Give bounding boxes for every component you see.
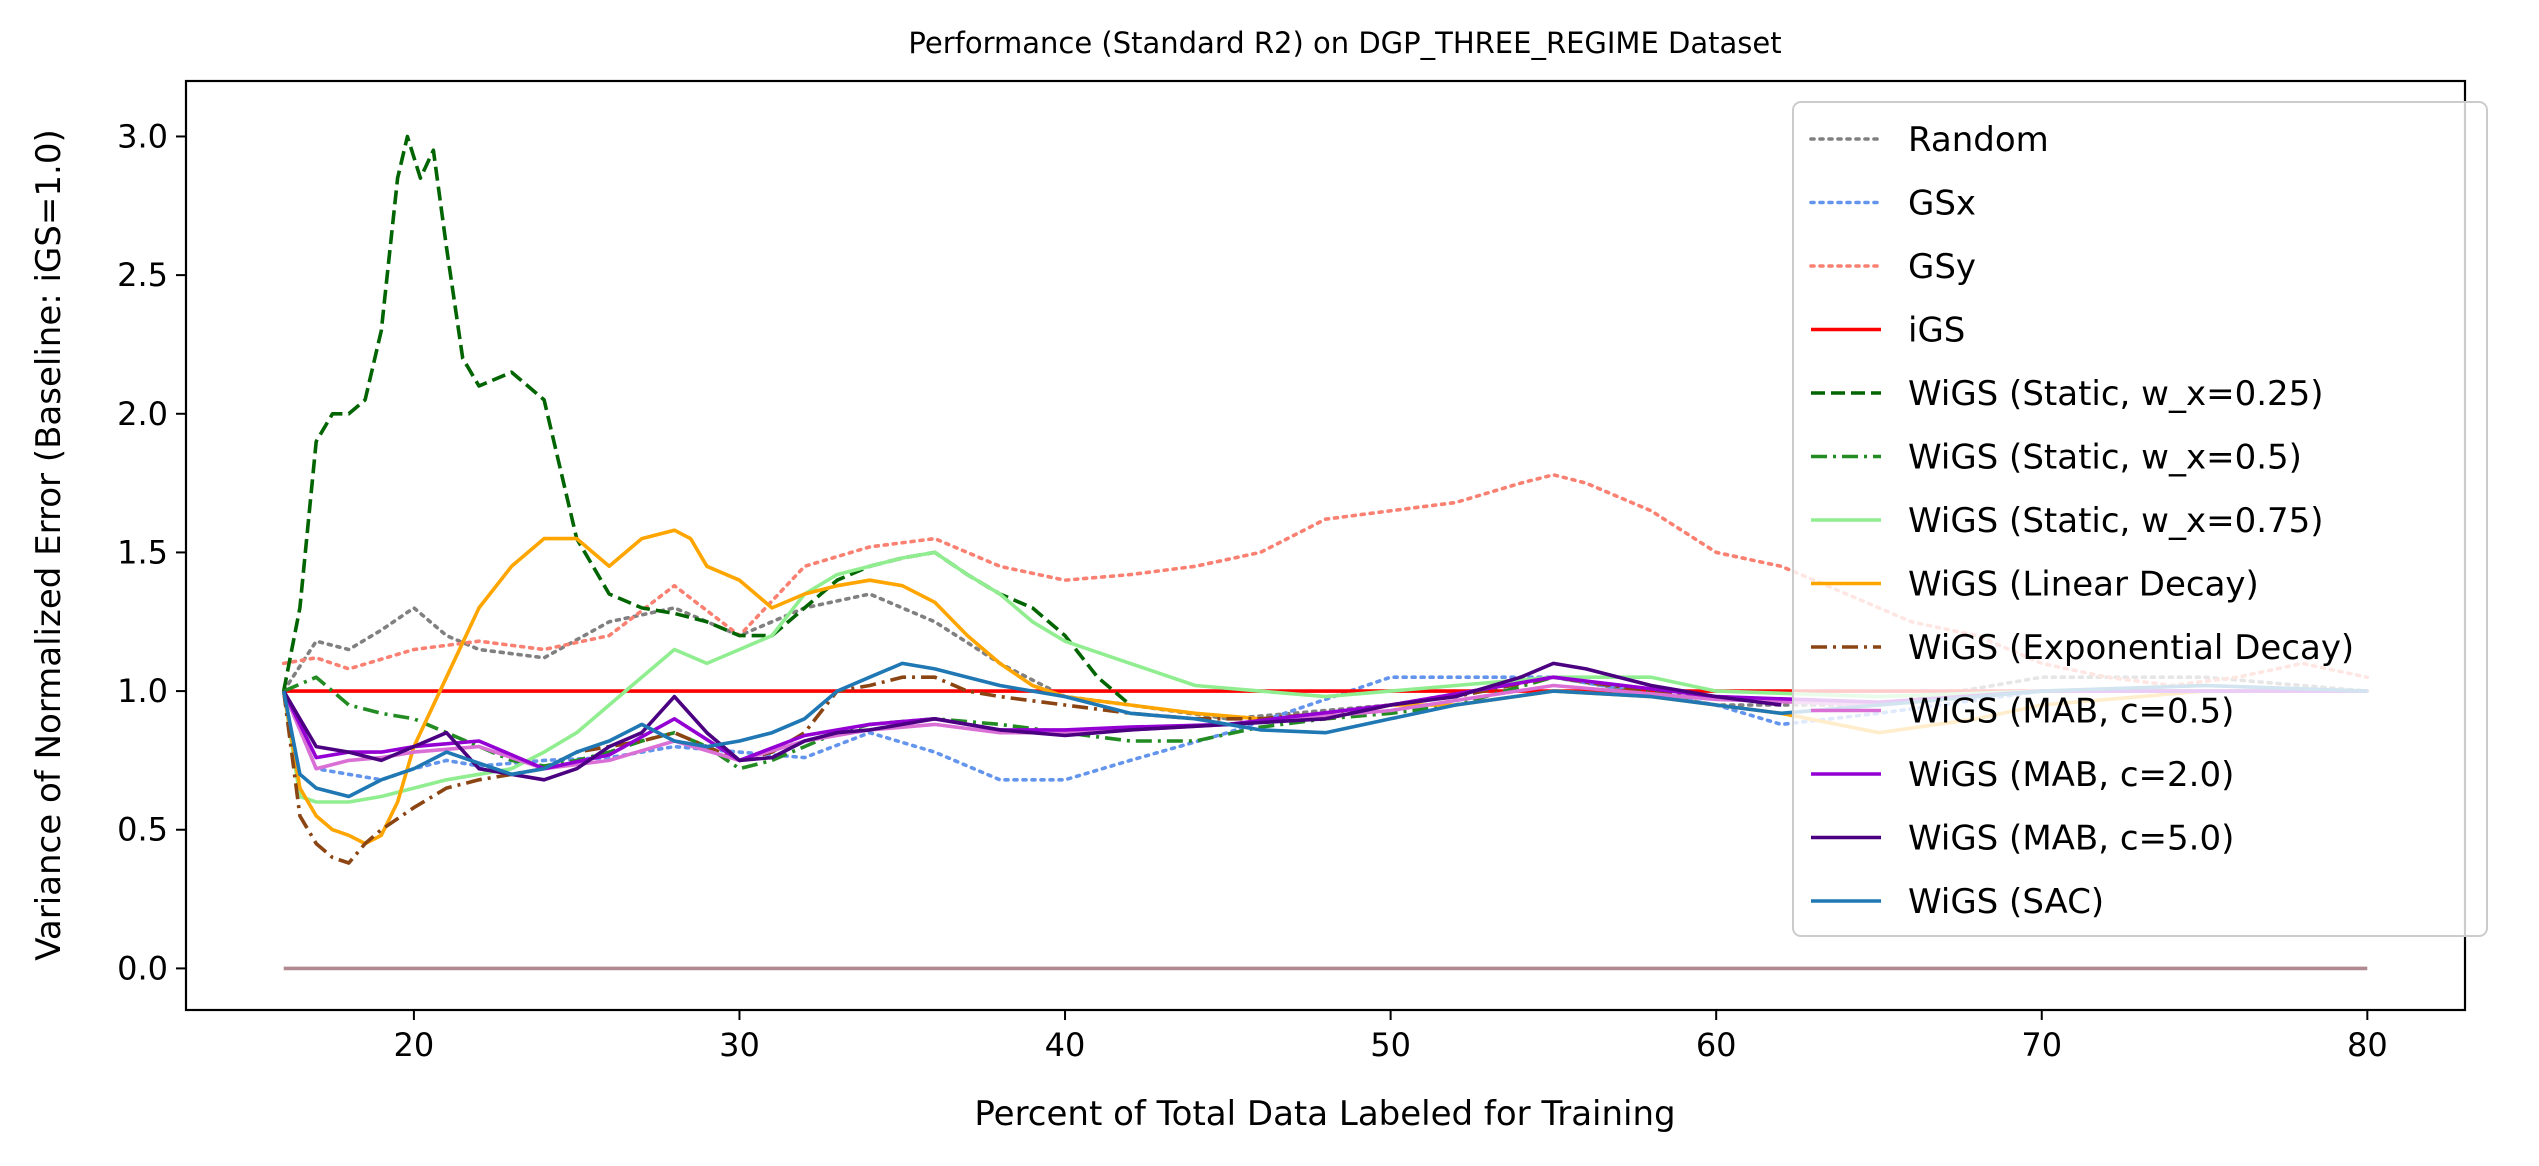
series-line-wigs-static-w-x-0-75 bbox=[281, 550, 2368, 804]
x-tick-label: 70 bbox=[2021, 1026, 2062, 1064]
x-tick-label: 40 bbox=[1045, 1026, 1086, 1064]
legend-label: Random bbox=[1908, 120, 2049, 160]
x-tick-label: 80 bbox=[2347, 1026, 2388, 1064]
legend-label: WiGS (SAC) bbox=[1908, 882, 2104, 922]
legend-box bbox=[1792, 101, 2488, 937]
legend-label: WiGS (Static, w_x=0.25) bbox=[1908, 374, 2324, 414]
y-tick-label: 1.5 bbox=[117, 533, 168, 571]
y-axis-ticks: 0.0 0.5 1.0 1.5 2.0 2.5 3.0 bbox=[117, 117, 186, 987]
legend-label: WiGS (MAB, c=2.0) bbox=[1908, 755, 2234, 795]
legend: Random GSx GSy iGS WiGS (Static, w_x=0.25) Wi… bbox=[1792, 101, 2488, 937]
legend-label: WiGS (Linear Decay) bbox=[1908, 565, 2259, 605]
legend-label: WiGS (MAB, c=5.0) bbox=[1908, 819, 2234, 859]
series-line-wigs-mab-c-5-0 bbox=[282, 661, 1782, 782]
y-tick-label: 0.0 bbox=[117, 949, 168, 987]
legend-label: WiGS (MAB, c=0.5) bbox=[1908, 692, 2234, 732]
y-axis-label: Variance of Normalized Error (Baseline: … bbox=[29, 129, 69, 960]
y-tick-label: 1.0 bbox=[117, 672, 168, 710]
plot-lines bbox=[281, 134, 2370, 971]
x-tick-label: 20 bbox=[394, 1026, 435, 1064]
chart-title: Performance (Standard R2) on DGP_THREE_R… bbox=[908, 26, 1781, 60]
y-tick-label: 2.0 bbox=[117, 395, 168, 433]
x-axis-ticks: 20 30 40 50 60 70 80 bbox=[394, 1010, 2388, 1064]
legend-label: GSy bbox=[1908, 247, 1976, 287]
x-tick-label: 60 bbox=[1696, 1026, 1737, 1064]
legend-label: WiGS (Static, w_x=0.75) bbox=[1908, 501, 2324, 541]
x-axis-label: Percent of Total Data Labeled for Traini… bbox=[974, 1094, 1675, 1134]
y-tick-label: 3.0 bbox=[117, 117, 168, 155]
legend-label: WiGS (Static, w_x=0.5) bbox=[1908, 438, 2302, 478]
y-tick-label: 2.5 bbox=[117, 256, 168, 294]
series-line-wigs-sac bbox=[281, 661, 2368, 799]
legend-label: WiGS (Exponential Decay) bbox=[1908, 628, 2354, 668]
legend-label: GSx bbox=[1908, 184, 1976, 224]
series-line-wigs-static-w-x-0-25 bbox=[281, 134, 1132, 707]
y-tick-label: 0.5 bbox=[117, 811, 168, 849]
x-tick-label: 50 bbox=[1370, 1026, 1411, 1064]
legend-label: iGS bbox=[1908, 311, 1965, 351]
x-tick-label: 30 bbox=[719, 1026, 760, 1064]
